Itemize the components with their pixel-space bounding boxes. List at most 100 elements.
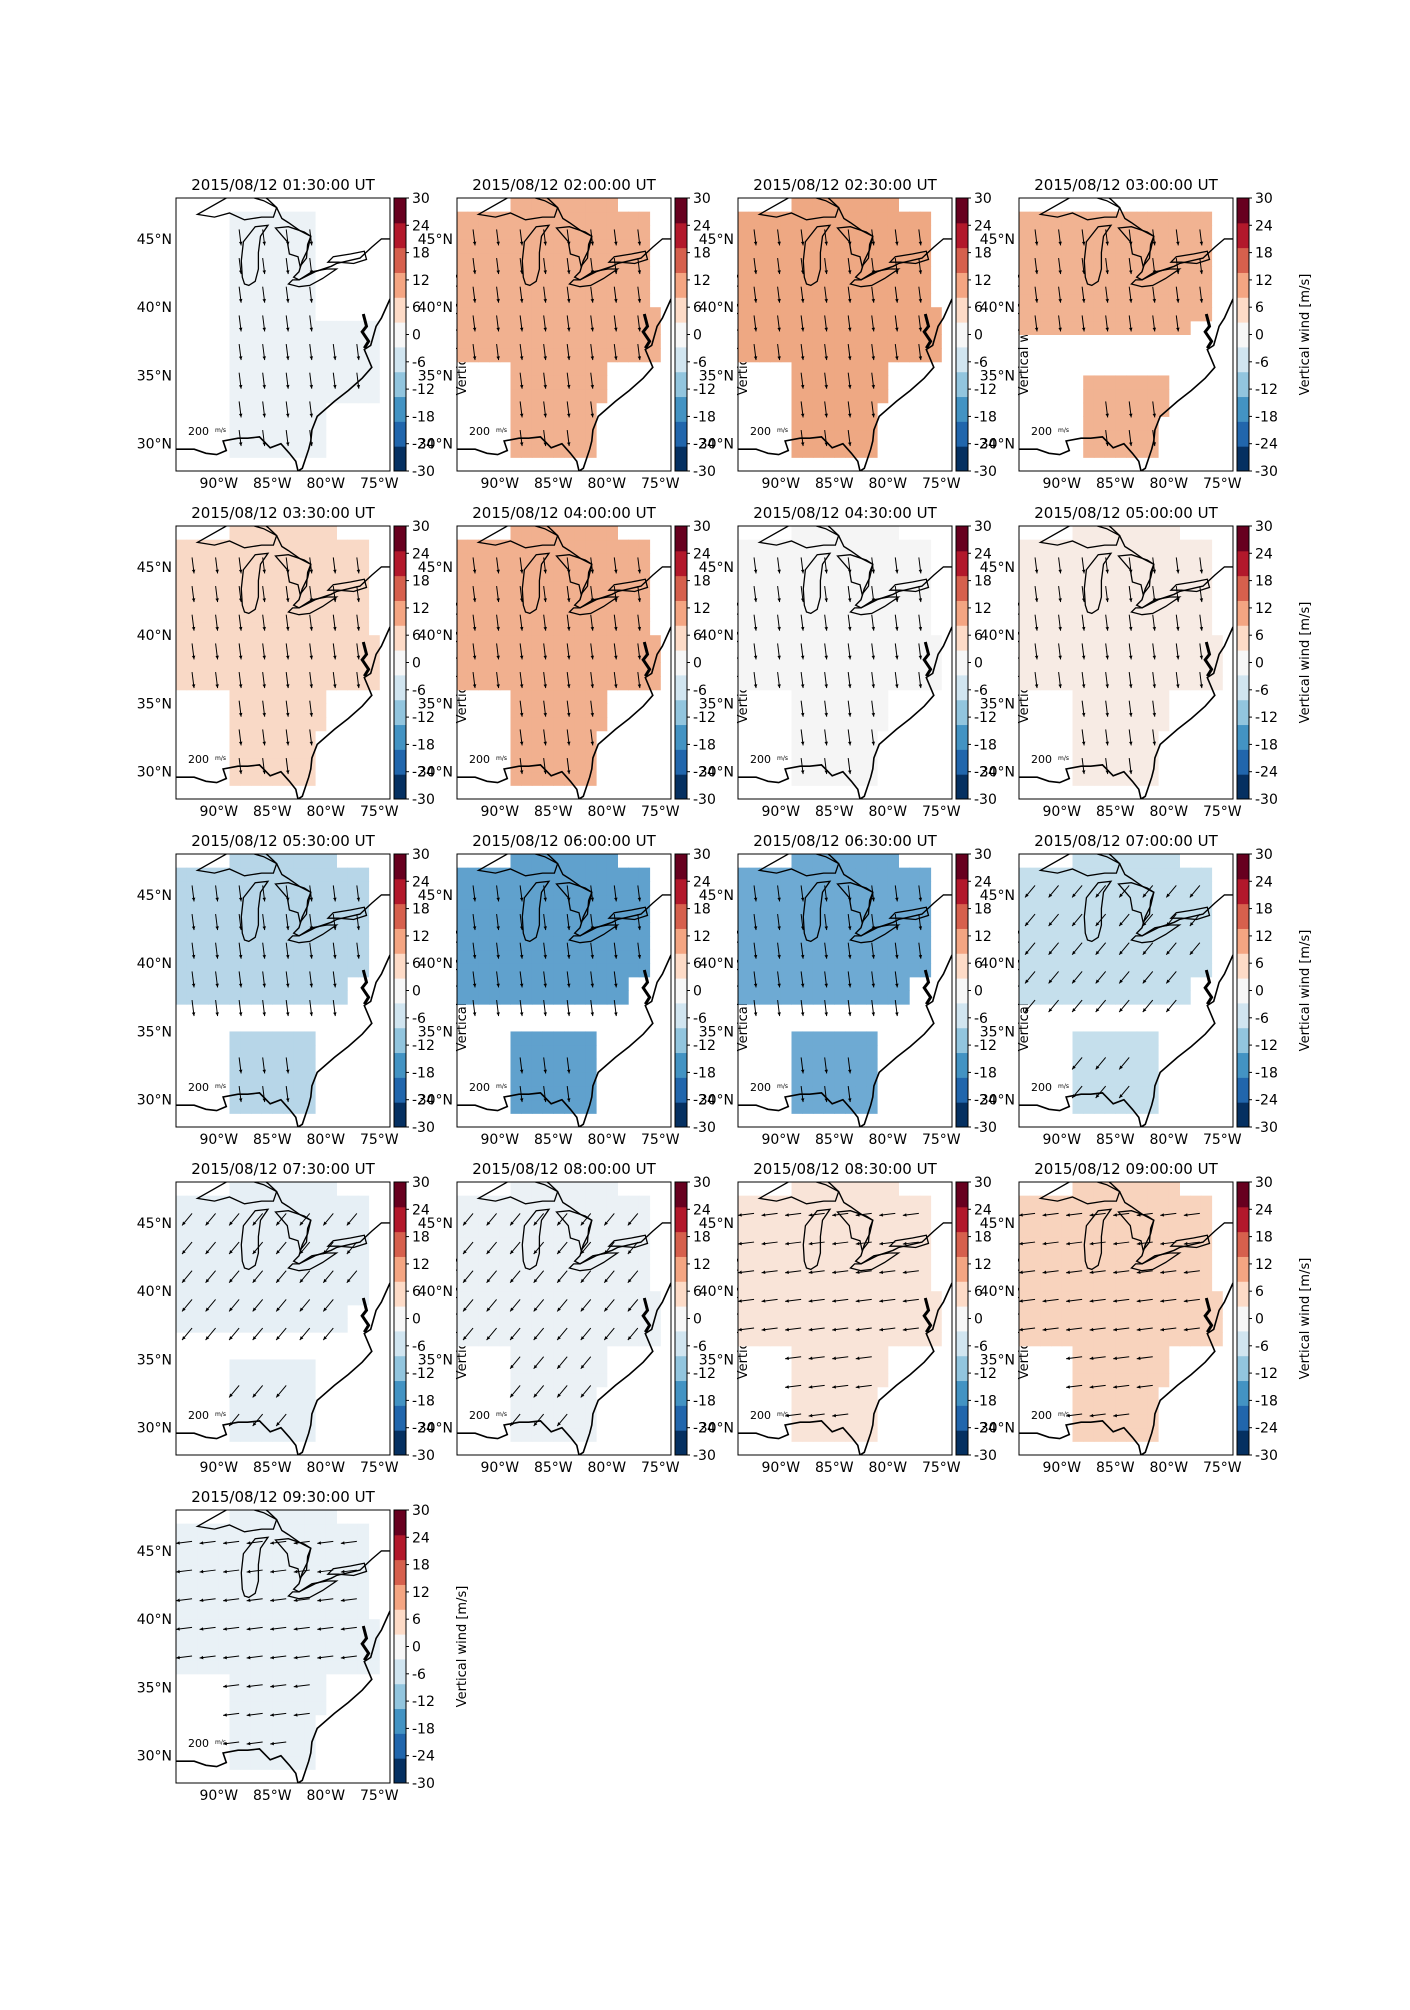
- wind-cell: [780, 881, 792, 896]
- wind-cell: [197, 539, 209, 554]
- wind-cell: [574, 744, 586, 759]
- wind-arrowhead: [1166, 893, 1170, 898]
- wind-cell: [489, 553, 501, 568]
- wind-arrowhead: [262, 598, 266, 603]
- wind-arrowhead: [1105, 684, 1109, 689]
- wind-arrowhead: [777, 684, 781, 689]
- wind-cell: [304, 689, 316, 704]
- wind-cell: [1126, 881, 1138, 896]
- wind-cell: [585, 894, 597, 910]
- wind-cell: [229, 703, 241, 718]
- wind-cell: [1104, 1058, 1116, 1073]
- wind-cell: [304, 990, 316, 1005]
- wind-cell: [1104, 744, 1116, 759]
- longitude-label: 75°W: [1203, 1132, 1242, 1148]
- wind-cell: [304, 976, 316, 991]
- wind-cell: [617, 867, 629, 882]
- wind-cell: [521, 662, 533, 677]
- wind-cell: [1061, 211, 1073, 226]
- wind-cell: [770, 320, 782, 335]
- wind-arrowhead: [824, 270, 828, 275]
- wind-cell: [240, 730, 252, 745]
- wind-cell: [919, 334, 932, 349]
- wind-cell: [834, 963, 846, 978]
- wind-cell: [855, 1031, 867, 1046]
- longitude-label: 85°W: [253, 1132, 292, 1148]
- wind-cell: [1083, 402, 1095, 417]
- wind-cell: [293, 539, 305, 554]
- map-area: 200 m/s: [457, 198, 671, 471]
- wind-cell: [606, 894, 618, 910]
- latitude-label: 30°N: [418, 437, 453, 453]
- wind-cell: [1115, 580, 1127, 595]
- colorbar-tick-label: 18: [412, 574, 430, 590]
- wind-cell: [855, 648, 867, 663]
- longitude-label: 75°W: [1203, 476, 1242, 492]
- wind-cell: [812, 566, 825, 582]
- wind-cell: [1126, 607, 1138, 623]
- wind-arrowhead: [1072, 893, 1076, 898]
- wind-cell: [283, 854, 295, 869]
- wind-arrowhead: [543, 954, 547, 959]
- wind-cell: [1126, 580, 1138, 595]
- wind-cell: [919, 238, 932, 254]
- wind-cell: [457, 594, 469, 609]
- wind-cell: [738, 307, 750, 322]
- wind-cell: [521, 894, 533, 910]
- wind-cell: [531, 293, 544, 308]
- wind-cell: [1040, 894, 1052, 910]
- wind-cell: [1051, 279, 1063, 295]
- wind-arrowhead: [1081, 569, 1086, 574]
- wind-cell: [606, 607, 618, 623]
- wind-cell: [1083, 854, 1095, 869]
- wind-cell: [521, 717, 533, 732]
- wind-cell: [1190, 279, 1202, 295]
- wind-cell: [1126, 922, 1138, 937]
- wind-cell: [1019, 553, 1031, 568]
- wind-arrowhead: [238, 983, 243, 988]
- wind-arrowhead: [333, 384, 337, 389]
- colorbar-segment: [1237, 421, 1249, 447]
- wind-cell: [176, 553, 188, 568]
- wind-cell: [1179, 307, 1191, 322]
- wind-cell: [250, 539, 263, 554]
- wind-cell: [1104, 949, 1116, 964]
- wind-cell: [229, 1427, 241, 1442]
- wind-cell: [877, 389, 889, 404]
- wind-cell: [617, 566, 629, 582]
- wind-cell: [1168, 266, 1180, 281]
- wind-cell: [283, 1277, 295, 1292]
- wind-cell: [336, 320, 348, 335]
- colorbar-segment: [1237, 575, 1249, 601]
- wind-cell: [834, 676, 846, 691]
- wind-cell: [845, 375, 857, 390]
- wind-cell: [218, 648, 230, 663]
- wind-cell: [1158, 320, 1170, 335]
- wind-cell: [229, 225, 241, 240]
- wind-cell: [357, 553, 370, 568]
- wind-cell: [357, 935, 370, 951]
- wind-cell: [1136, 266, 1148, 281]
- wind-arrowhead: [238, 270, 243, 275]
- wind-cell: [304, 949, 316, 964]
- chesapeake-bay: [641, 969, 652, 1005]
- latitude-label: 30°N: [699, 437, 734, 453]
- latitude-label: 40°N: [137, 628, 172, 644]
- wind-cell: [1093, 266, 1106, 281]
- wind-arrowhead: [871, 741, 876, 746]
- wind-vectors: [1034, 557, 1204, 775]
- wind-cell: [293, 307, 305, 322]
- wind-arrowhead: [1199, 598, 1204, 603]
- wind-cell: [596, 621, 608, 636]
- wind-arrowhead: [191, 954, 196, 959]
- wind-cell: [606, 621, 618, 636]
- wind-arrowhead: [1105, 270, 1109, 275]
- wind-cell: [368, 320, 380, 335]
- wind-arrowhead: [238, 569, 243, 574]
- gulf-coastline: [176, 436, 299, 471]
- wind-cell: [1104, 1045, 1116, 1060]
- wind-cell: [240, 1250, 252, 1265]
- wind-cell: [770, 635, 782, 650]
- wind-cell: [1168, 553, 1180, 568]
- wind-cell: [521, 635, 533, 650]
